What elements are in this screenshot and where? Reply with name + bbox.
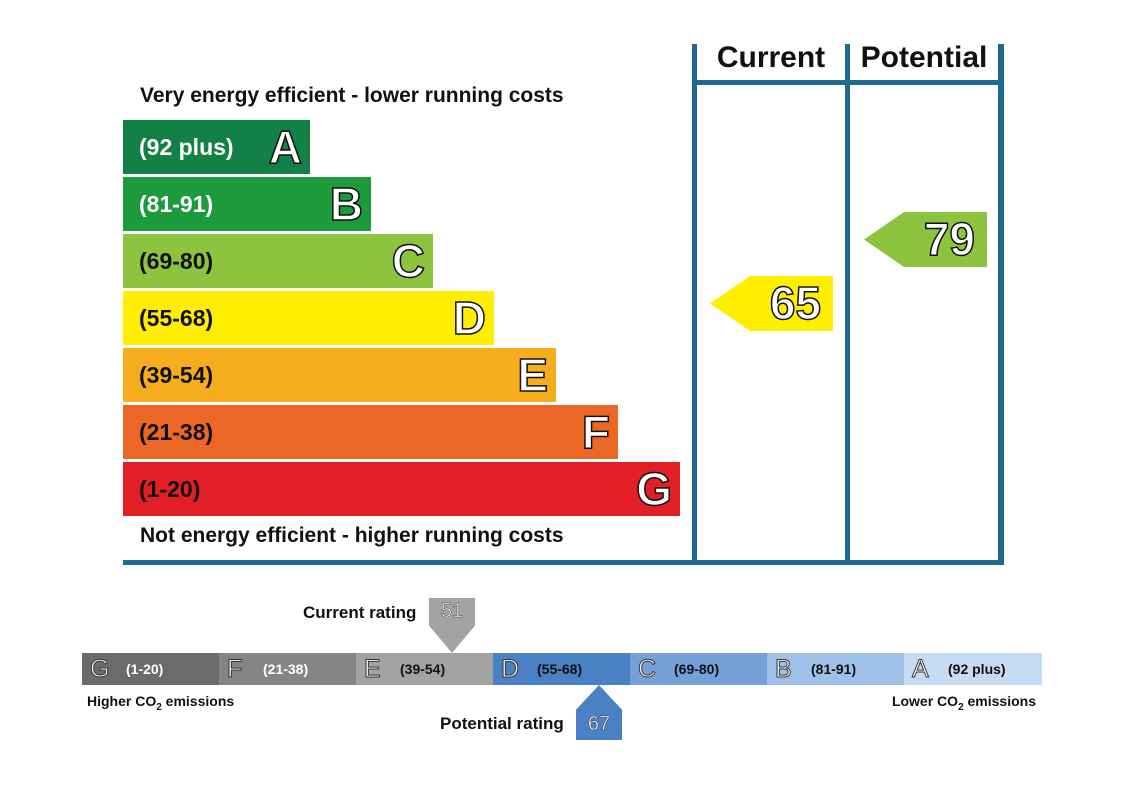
band-d-letter: D	[452, 291, 487, 345]
co2-segment-c: C (69-80)	[630, 653, 767, 685]
band-g: (1-20) G	[123, 462, 680, 516]
co2-segment-a-range: (92 plus)	[948, 661, 1006, 677]
co2-potential-rating-label: Potential rating	[440, 714, 564, 733]
frame-divider-left	[692, 44, 697, 565]
co2-segment-b-range: (81-91)	[811, 661, 857, 677]
column-heading-potential: Potential	[860, 41, 988, 74]
co2-segment-e-range: (39-54)	[400, 661, 446, 677]
co2-higher-caption-text: Higher CO	[87, 693, 157, 709]
co2-segment-e-letter: E	[364, 655, 382, 684]
band-c-letter: C	[391, 234, 426, 288]
frame-header-underline	[692, 80, 1004, 85]
co2-segment-e: E (39-54)	[356, 653, 493, 685]
potential-rating-arrow: 79	[864, 212, 987, 267]
co2-segment-g: G (1-20)	[82, 653, 219, 685]
current-rating-arrow: 65	[710, 276, 833, 331]
band-f-letter: F	[581, 405, 611, 459]
band-e-letter: E	[517, 348, 549, 402]
bottom-caption: Not energy efficient - higher running co…	[140, 524, 564, 547]
band-b-range: (81-91)	[139, 191, 214, 217]
co2-segment-c-range: (69-80)	[674, 661, 720, 677]
frame-divider-right	[998, 44, 1004, 565]
co2-segment-b: B (81-91)	[767, 653, 904, 685]
band-e: (39-54) E	[123, 348, 556, 402]
band-b-letter: B	[329, 177, 364, 231]
co2-higher-caption: Higher CO2 emissions	[87, 693, 234, 713]
co2-potential-rating-marker: 67	[576, 685, 622, 740]
co2-segment-f-letter: F	[226, 655, 243, 684]
co2-segment-f-range: (21-38)	[263, 661, 309, 677]
co2-segment-f: F (21-38)	[219, 653, 356, 685]
co2-segment-d: D (55-68)	[493, 653, 630, 685]
current-rating-value: 65	[769, 276, 822, 330]
band-e-range: (39-54)	[139, 362, 214, 388]
band-f: (21-38) F	[123, 405, 618, 459]
co2-segment-c-letter: C	[637, 655, 657, 684]
co2-segment-g-letter: G	[89, 655, 110, 684]
co2-lower-caption: Lower CO2 emissions	[892, 693, 1036, 713]
co2-segment-d-range: (55-68)	[537, 661, 583, 677]
column-heading-current: Current	[716, 41, 826, 74]
band-g-letter: G	[635, 462, 672, 516]
band-g-range: (1-20)	[139, 476, 201, 502]
co2-higher-caption-subscript: 2	[156, 701, 162, 713]
co2-segment-a: A (92 plus)	[904, 653, 1042, 685]
co2-potential-rating-value: 67	[587, 713, 611, 736]
frame-bottom-line	[123, 560, 1004, 565]
co2-current-rating-label: Current rating	[303, 603, 417, 622]
co2-lower-caption-text: Lower CO	[891, 693, 959, 709]
band-f-range: (21-38)	[139, 419, 214, 445]
band-c: (69-80) C	[123, 234, 433, 288]
frame-divider-middle	[845, 44, 850, 565]
band-a: (92 plus) A	[123, 120, 310, 174]
potential-rating-value: 79	[923, 212, 976, 266]
band-d: (55-68) D	[123, 291, 494, 345]
band-c-range: (69-80)	[139, 248, 214, 274]
band-d-range: (55-68)	[139, 305, 214, 331]
band-a-range: (92 plus)	[139, 134, 234, 160]
band-b: (81-91) B	[123, 177, 371, 231]
co2-lower-caption-subscript: 2	[958, 701, 964, 713]
co2-segment-g-range: (1-20)	[126, 661, 164, 677]
co2-lower-caption-suffix: emissions	[963, 693, 1037, 709]
co2-segment-b-letter: B	[775, 655, 793, 684]
co2-current-rating-marker: 51	[429, 598, 475, 653]
co2-segment-a-letter: A	[912, 655, 930, 684]
co2-higher-caption-suffix: emissions	[161, 693, 235, 709]
band-a-letter: A	[268, 120, 303, 174]
co2-current-rating-value: 51	[440, 600, 464, 623]
co2-segment-d-letter: D	[500, 655, 520, 684]
top-caption: Very energy efficient - lower running co…	[140, 84, 564, 107]
